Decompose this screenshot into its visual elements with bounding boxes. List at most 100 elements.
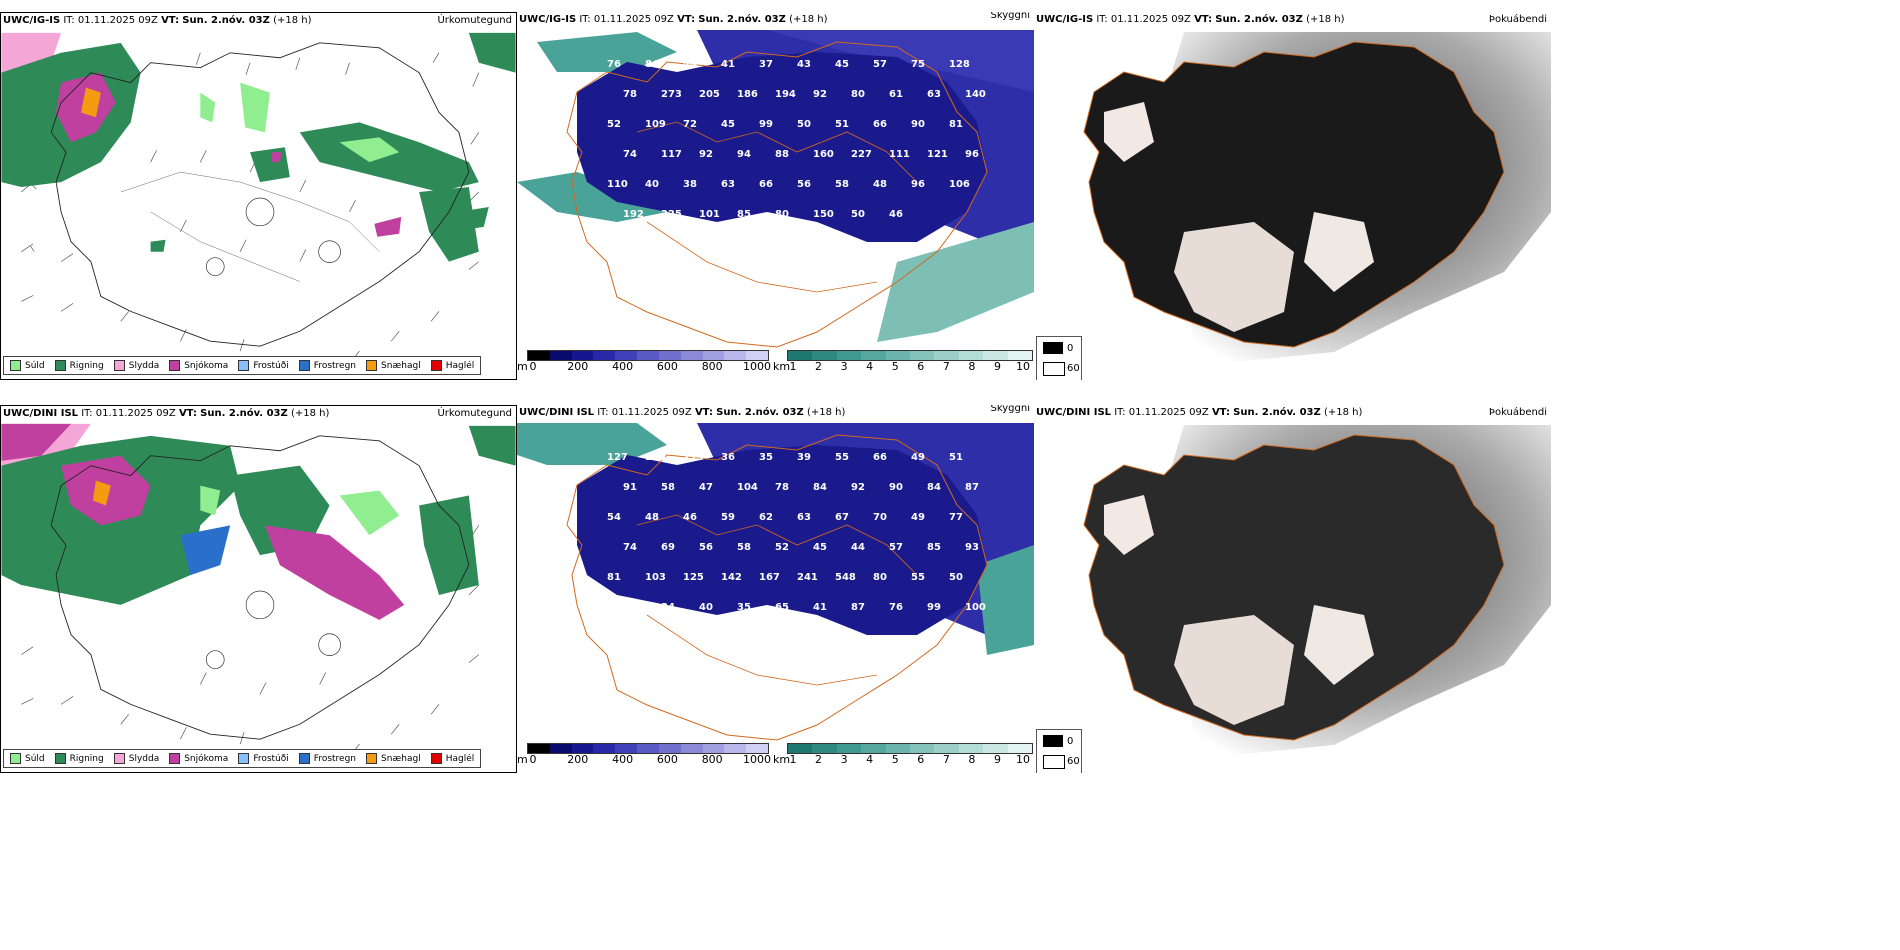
visibility-value-label: 111 [889,149,910,160]
visibility-value-label: 93 [965,542,979,553]
km-unit: km [773,360,791,373]
km-tick-label: 6 [917,360,925,373]
visibility-value-label: 66 [873,452,887,463]
it-value: 01.11.2025 09Z [95,408,176,419]
precip-map [1,406,516,772]
colorbar-swatch [658,744,681,753]
visibility-value-label: 54 [607,512,621,523]
visibility-value-label: 129 [645,452,666,463]
visibility-value-label: 96 [911,179,925,190]
legend-swatch [113,753,125,764]
legend-label: Súld [25,360,45,371]
it-value: 01.11.2025 09Z [593,14,674,25]
visibility-value-label: 80 [851,89,865,100]
legend-item-frostregn: Frostregn [298,360,356,371]
lead-time: (+18 h) [1323,407,1363,418]
visibility-value-label: 37 [759,59,773,70]
colorbar-swatch [637,351,659,360]
visibility-value-label: 40 [645,179,659,190]
visibility-value-label: 48 [645,512,659,523]
lead-time: (+18 h) [806,407,846,418]
visibility-value-label: 140 [965,89,986,100]
km-tick-label: 10 [1016,753,1030,766]
visibility-value-label: 57 [889,542,903,553]
visibility-value-label: 92 [813,89,827,100]
visibility-value-label: 36 [721,452,735,463]
legend-label: Haglél [445,360,475,371]
legend-label: Slydda [128,360,160,371]
legend-swatch [54,753,66,764]
m-tick-label: 400 [612,360,634,373]
visibility-value-label: 41 [721,59,735,70]
panel-title: Úrkomutegund [437,15,512,26]
visibility-value-label: 44 [851,542,865,553]
visibility-value-label: 87 [851,602,865,613]
colorbar-swatch [861,744,886,753]
visibility-value-label: 66 [759,179,773,190]
visibility-value-label: 109 [645,119,666,130]
visibility-value-label: 72 [683,119,697,130]
legend-item-slydda: Slydda [113,753,159,764]
fog-legend-high: 60 [1067,756,1080,767]
fog-legend-high-swatch [1043,755,1065,769]
visibility-value-label: 192 [623,209,644,220]
visibility-value-label: 57 [873,59,887,70]
visibility-value-label: 45 [813,542,827,553]
visibility-value-label: 74 [623,542,637,553]
legend-label: Rigning [69,360,104,371]
it-value: 01.11.2025 09Z [1128,407,1209,418]
model-name: UWC/IG-IS [1036,14,1094,25]
legend-item-rigning: Rigning [54,360,104,371]
visibility-panel-top: UWC/IG-IS IT: 01.11.2025 09Z VT: Sun. 2.… [517,12,1034,380]
legend-item-snjokoma: Snjókoma [169,360,228,371]
legend-swatch [10,753,21,764]
visibility-value-label: 49 [911,452,925,463]
km-tick-label: 7 [942,360,950,373]
visibility-value-label: 92 [699,149,713,160]
legend-swatch [169,360,181,371]
visibility-value-label: 45 [721,119,735,130]
visibility-value-label: 77 [949,512,963,523]
colorbar-swatch [812,744,837,753]
visibility-value-label: 52 [607,119,621,130]
it-value: 01.11.2025 09Z [1110,14,1191,25]
km-tick-label: 4 [866,753,874,766]
it-label: IT: [579,14,591,25]
km-tick-label: 5 [891,360,899,373]
legend-label: Frostregn [313,753,357,764]
visibility-value-label: 94 [737,149,751,160]
precip-panel-top: UWC/IG-IS IT: 01.11.2025 09Z VT: Sun. 2.… [0,12,517,380]
visibility-value-label: 92 [851,482,865,493]
visibility-value-label: 63 [927,89,941,100]
vt-value: Sun. 2.nóv. 03Z [1233,407,1321,418]
legend-swatch [430,753,442,764]
colorbar-swatch [812,351,837,360]
visibility-value-label: 101 [699,209,720,220]
lead-time: (+18 h) [273,15,312,26]
colorbar-swatch [593,744,616,753]
legend-swatch [298,360,310,371]
visibility-value-label: 91 [623,482,637,493]
visibility-value-label: 56 [699,542,713,553]
km-colorbar: km 1 2 3 4 5 6 7 8 9 10 [773,350,1033,376]
m-unit: m [517,360,528,373]
visibility-value-label: 78 [775,482,789,493]
colorbar-swatch [788,744,813,753]
colorbar-swatch [528,351,550,360]
visibility-value-label: 50 [949,572,963,583]
legend-item-snjokoma: Snjókoma [169,753,228,764]
km-tick-label: 8 [968,753,976,766]
colorbar-swatch [549,351,572,360]
lead-time: (+18 h) [789,14,828,25]
legend-item-snaehagl: Snæhagl [366,753,421,764]
visibility-value-label: 96 [965,149,979,160]
visibility-value-label: 43 [797,59,811,70]
m-tick-label: 800 [701,360,723,373]
visibility-value-label: 81 [607,572,621,583]
vt-label: VT: [1211,407,1230,418]
visibility-value-label: 99 [759,119,773,130]
vt-value: Sun. 2.nóv. 03Z [698,14,786,25]
visibility-value-label: 46 [889,209,903,220]
vt-label: VT: [161,15,180,26]
visibility-value-label: 47 [699,482,713,493]
